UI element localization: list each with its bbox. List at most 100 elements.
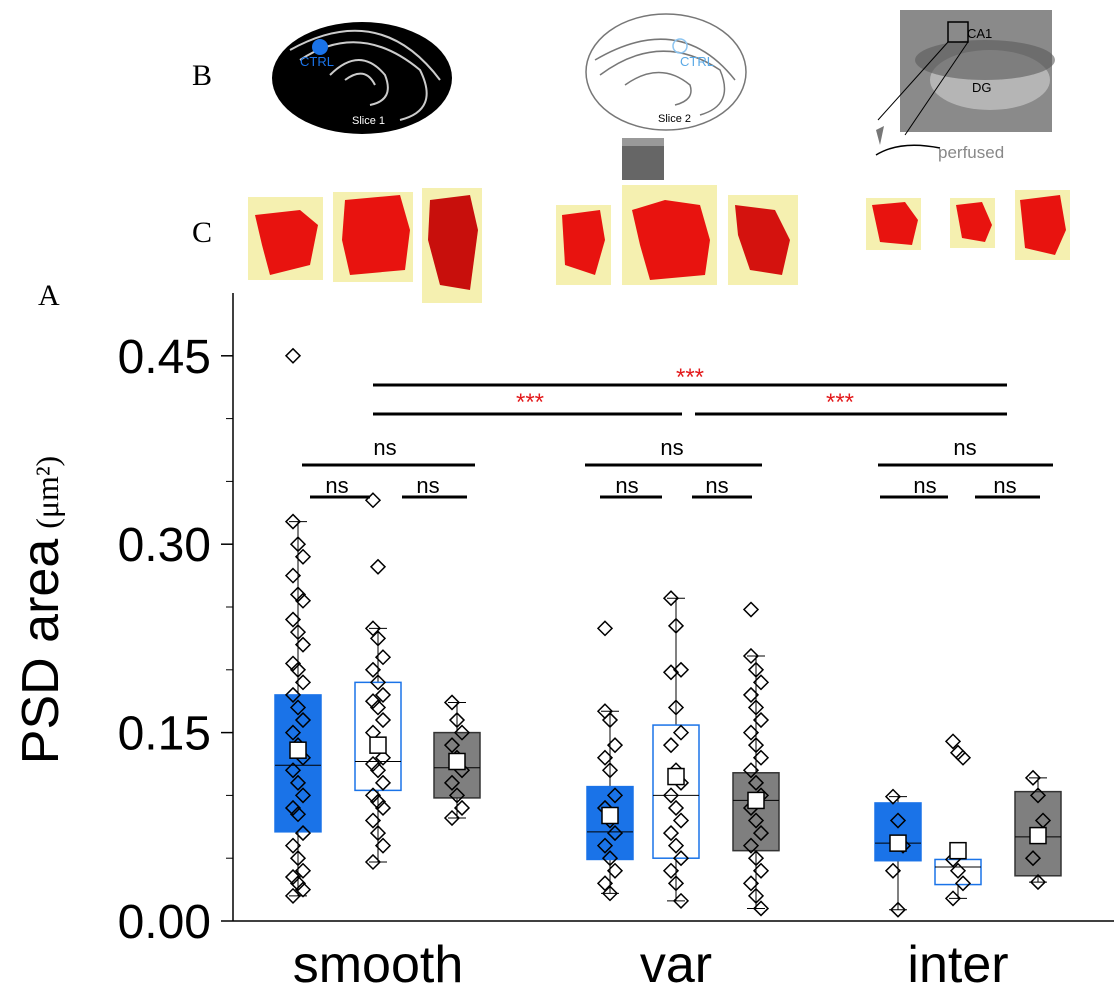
data-point [294,862,312,879]
mean [747,791,765,810]
data-point [369,762,387,779]
data-point [662,825,680,842]
data-point [949,862,967,879]
data-point [889,812,907,829]
data-point [289,699,307,716]
data-point [448,711,466,729]
data-point [443,809,461,827]
data-point [747,699,765,716]
data-point [364,853,382,871]
data-point [364,693,382,710]
data-point [747,887,765,904]
data-point [453,799,471,817]
y-tick-label: 0.15 [118,708,211,761]
outlier [369,558,387,575]
data-point [742,837,760,854]
outlier [596,620,614,637]
y-axis-unit: (μm²) [29,456,65,529]
region-label: CA1 [967,26,992,41]
data-point [606,737,624,754]
plot-area: 0.00 0.15 0.30 0.45 smooth var inter *** *** *** n… [118,293,1114,990]
y-axis-title: PSD area [12,539,70,765]
data-point [453,724,471,741]
data-point [884,788,902,805]
slice-marker: CTRL [680,54,714,69]
mean [949,841,967,860]
data-point [374,774,392,791]
outlier [742,601,760,618]
data-point [294,592,312,609]
data-point [667,617,685,634]
data-point [374,749,392,766]
data-point [742,724,760,741]
data-point [662,737,680,754]
data-point [601,885,619,902]
data-point [294,548,312,565]
data-point [667,699,685,716]
data-point [889,901,907,918]
data-point [369,699,387,716]
data-point [284,799,302,817]
data-point [747,850,765,867]
data-point [601,850,619,867]
data-point [667,875,685,892]
slice-caption: Slice 1 [352,115,385,127]
outlier [944,733,962,750]
data-point [747,661,765,678]
significance-label: *** [826,389,854,416]
data-point [1029,787,1047,804]
significance-label: ns [913,473,936,498]
x-tick-label: inter [907,936,1008,990]
data-point [364,787,382,804]
box [732,772,780,852]
data-point [954,875,972,892]
data-point [289,875,307,892]
mean [601,806,619,825]
data-point [672,892,690,909]
data-point [369,674,387,691]
panel-label: B [192,59,212,92]
y-tick-label: 0.00 [118,896,211,949]
data-point [672,724,690,741]
significance-label: ns [615,473,638,498]
data-point [374,837,392,854]
data-point [284,611,302,628]
slice1-illustration [272,22,452,134]
significance-label: ns [705,473,728,498]
data-point [443,774,461,791]
slice-marker: CTRL [300,54,334,69]
box [874,802,922,862]
data-point [284,762,302,779]
data-point [662,590,680,607]
data-point [289,661,307,678]
x-tick-label: smooth [293,936,464,990]
data-point [944,890,962,907]
mean [667,767,685,786]
region-label: DG [972,80,992,95]
data-point [294,711,312,729]
significance-label: ns [325,473,348,498]
data-point [284,567,302,584]
significance-label: ns [373,435,396,460]
data-point [284,724,302,741]
data-point [289,624,307,641]
data-point [747,737,765,754]
data-point [672,812,690,829]
data-point [374,711,392,729]
data-point [752,825,770,842]
data-point [284,686,302,703]
data-point [289,586,307,603]
psd-reconstructions [248,185,1070,303]
data-point [374,686,392,703]
significance-label: ns [953,435,976,460]
data-point [672,850,690,867]
significance-label: *** [676,364,704,391]
mean [448,752,466,771]
data-point [742,875,760,892]
data-point [752,711,770,729]
data-point [443,694,461,711]
data-point [596,749,614,766]
data-point [752,674,770,691]
data-point [662,787,680,804]
data-point [1029,874,1047,891]
